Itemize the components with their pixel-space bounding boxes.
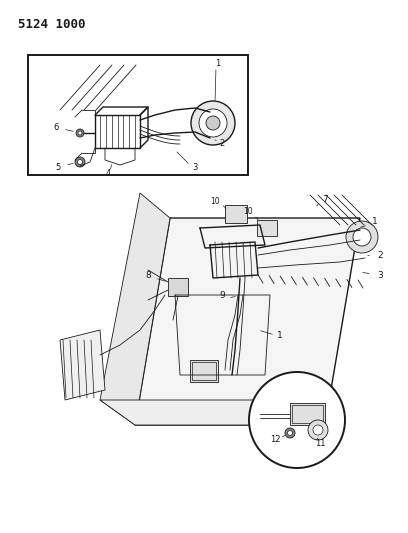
Text: 1: 1 bbox=[372, 217, 378, 227]
Text: 6: 6 bbox=[53, 124, 59, 133]
Circle shape bbox=[249, 372, 345, 468]
Bar bbox=[225, 205, 247, 223]
Bar bbox=[168, 278, 188, 296]
Text: 3: 3 bbox=[377, 271, 383, 279]
Circle shape bbox=[206, 116, 220, 130]
Text: 7: 7 bbox=[322, 196, 328, 205]
Polygon shape bbox=[135, 218, 360, 425]
Circle shape bbox=[285, 428, 295, 438]
Bar bbox=[192, 362, 216, 380]
Text: 1: 1 bbox=[215, 59, 221, 68]
Circle shape bbox=[76, 129, 84, 137]
Bar bbox=[257, 220, 277, 236]
Polygon shape bbox=[100, 400, 325, 425]
Circle shape bbox=[288, 431, 293, 435]
Circle shape bbox=[78, 159, 82, 165]
Text: 4: 4 bbox=[105, 169, 111, 179]
Bar bbox=[292, 405, 323, 423]
Bar bbox=[190, 360, 218, 382]
Circle shape bbox=[346, 221, 378, 253]
Circle shape bbox=[78, 131, 82, 135]
Text: 5124 1000: 5124 1000 bbox=[18, 18, 86, 31]
Text: 1: 1 bbox=[277, 330, 283, 340]
Circle shape bbox=[75, 157, 85, 167]
Bar bbox=[28, 55, 248, 175]
Bar bbox=[290, 403, 325, 425]
Text: 5: 5 bbox=[55, 163, 61, 172]
Polygon shape bbox=[100, 193, 170, 425]
Text: 2: 2 bbox=[220, 139, 225, 148]
Text: 3: 3 bbox=[192, 164, 198, 173]
Text: 9: 9 bbox=[219, 292, 225, 301]
Text: 10: 10 bbox=[243, 207, 253, 216]
Circle shape bbox=[353, 228, 371, 246]
Text: 2: 2 bbox=[377, 251, 383, 260]
Text: 8: 8 bbox=[145, 271, 151, 279]
Text: 11: 11 bbox=[315, 440, 325, 448]
Text: 12: 12 bbox=[270, 435, 280, 445]
Circle shape bbox=[308, 420, 328, 440]
Text: 10: 10 bbox=[210, 197, 220, 206]
Circle shape bbox=[191, 101, 235, 145]
Circle shape bbox=[313, 425, 323, 435]
Polygon shape bbox=[60, 330, 105, 400]
Circle shape bbox=[199, 109, 227, 137]
